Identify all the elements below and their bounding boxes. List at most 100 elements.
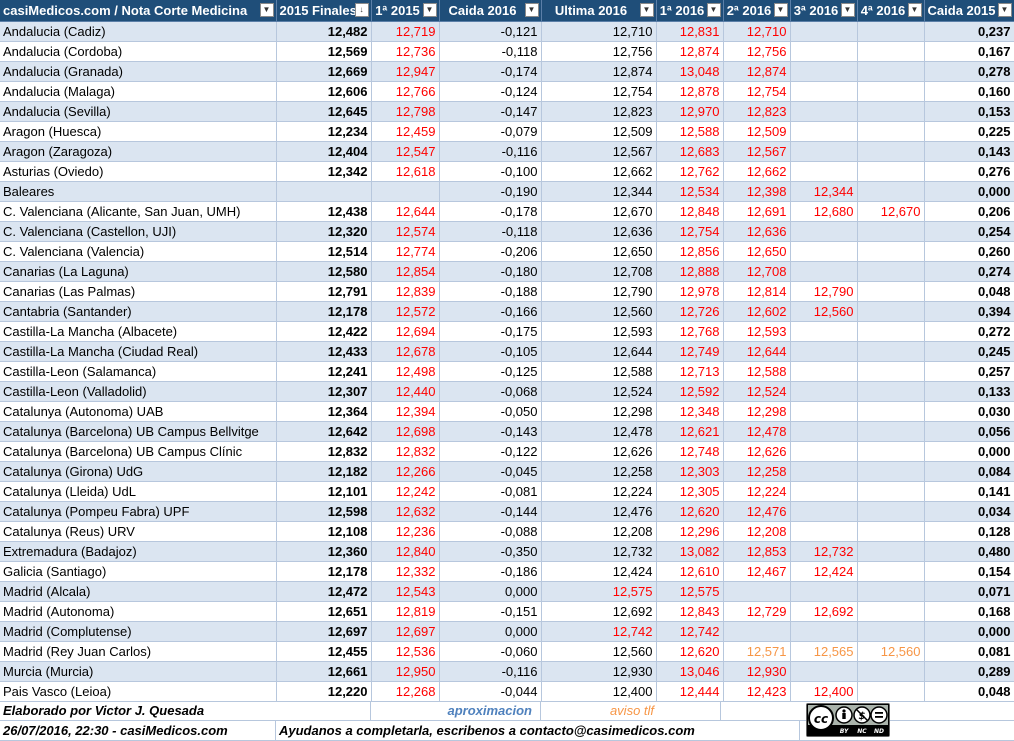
cell-s2016: 12,729 xyxy=(723,601,791,622)
table-row: Castilla-Leon (Valladolid) 12,307 12,440 -0… xyxy=(0,381,1014,402)
cell-caida2015: 0,276 xyxy=(924,161,1014,182)
cell-p2015: 12,268 xyxy=(371,681,440,702)
cell-c2016 xyxy=(857,621,925,642)
filter-dropdown-icon[interactable]: ▼ xyxy=(259,3,274,17)
cell-caida2015: 0,237 xyxy=(924,21,1014,42)
cell-c2016 xyxy=(857,221,925,242)
cell-p2015: 12,618 xyxy=(371,161,440,182)
cell-p2015: 12,697 xyxy=(371,621,440,642)
cell-p2015: 12,543 xyxy=(371,581,440,602)
column-header-label: 2ª 2016 xyxy=(726,2,772,18)
cell-caida2016: -0,124 xyxy=(439,81,542,102)
filter-dropdown-icon[interactable]: ▼ xyxy=(422,3,437,17)
cell-c2016 xyxy=(857,61,925,82)
cell-ultima2016: 12,662 xyxy=(541,161,657,182)
cell-s2016: 12,662 xyxy=(723,161,791,182)
cell-caida2015: 0,153 xyxy=(924,101,1014,122)
university-name-cell: Madrid (Alcala) xyxy=(0,581,277,602)
cell-s2016: 12,478 xyxy=(723,421,791,442)
cell-f2015: 12,178 xyxy=(276,561,372,582)
university-name-cell: Cantabria (Santander) xyxy=(0,301,277,322)
filter-dropdown-icon[interactable]: ▼ xyxy=(524,3,539,17)
university-name-cell: Andalucia (Malaga) xyxy=(0,81,277,102)
cell-f2015: 12,182 xyxy=(276,461,372,482)
cell-caida2016: -0,060 xyxy=(439,641,542,662)
cell-c2016 xyxy=(857,521,925,542)
cell-caida2015: 0,000 xyxy=(924,621,1014,642)
cell-p2016: 12,348 xyxy=(656,401,724,422)
cell-caida2015: 0,394 xyxy=(924,301,1014,322)
cell-p2016: 12,978 xyxy=(656,281,724,302)
cell-s2016: 12,567 xyxy=(723,141,791,162)
cell-c2016 xyxy=(857,461,925,482)
university-name-cell: C. Valenciana (Valencia) xyxy=(0,241,277,262)
filter-dropdown-icon[interactable]: ▼ xyxy=(639,3,654,17)
cell-caida2015: 0,260 xyxy=(924,241,1014,262)
cell-f2015: 12,661 xyxy=(276,661,372,682)
sort-filter-icon[interactable]: ↓ xyxy=(354,3,369,17)
cell-t2016 xyxy=(790,441,858,462)
cell-s2016: 12,258 xyxy=(723,461,791,482)
cell-p2016: 12,878 xyxy=(656,81,724,102)
cell-f2015: 12,651 xyxy=(276,601,372,622)
university-name-cell: Extremadura (Badajoz) xyxy=(0,541,277,562)
cell-ultima2016: 12,710 xyxy=(541,21,657,42)
cell-s2016: 12,853 xyxy=(723,541,791,562)
column-header-9: Caida 2015 ▼ xyxy=(924,0,1014,22)
cell-ultima2016: 12,560 xyxy=(541,301,657,322)
cell-caida2015: 0,133 xyxy=(924,381,1014,402)
cell-s2016: 12,874 xyxy=(723,61,791,82)
cell-p2016: 12,588 xyxy=(656,121,724,142)
cell-ultima2016: 12,670 xyxy=(541,201,657,222)
university-name-cell: Catalunya (Autonoma) UAB xyxy=(0,401,277,422)
university-name-cell: Catalunya (Lleida) UdL xyxy=(0,481,277,502)
filter-dropdown-icon[interactable]: ▼ xyxy=(706,3,721,17)
cell-ultima2016: 12,509 xyxy=(541,121,657,142)
cell-t2016 xyxy=(790,121,858,142)
cell-p2015: 12,678 xyxy=(371,341,440,362)
cell-f2015: 12,241 xyxy=(276,361,372,382)
cell-caida2016: -0,081 xyxy=(439,481,542,502)
cell-p2016: 12,831 xyxy=(656,21,724,42)
cell-c2016 xyxy=(857,21,925,42)
svg-text:$: $ xyxy=(859,711,866,722)
cell-f2015: 12,791 xyxy=(276,281,372,302)
cell-p2016: 12,620 xyxy=(656,641,724,662)
table-body: Andalucia (Cadiz) 12,482 12,719 -0,121 12,71… xyxy=(0,21,1014,702)
cell-t2016 xyxy=(790,461,858,482)
cell-s2016: 12,423 xyxy=(723,681,791,702)
cell-p2015: 12,694 xyxy=(371,321,440,342)
university-name-cell: Castilla-La Mancha (Ciudad Real) xyxy=(0,341,277,362)
cell-ultima2016: 12,930 xyxy=(541,661,657,682)
filter-dropdown-icon[interactable]: ▼ xyxy=(907,3,922,17)
university-name-cell: Catalunya (Reus) URV xyxy=(0,521,277,542)
cell-caida2016: -0,190 xyxy=(439,181,542,202)
column-header-label: 4ª 2016 xyxy=(860,2,906,18)
university-name-cell: Asturias (Oviedo) xyxy=(0,161,277,182)
column-header-2: 1ª 2015 ▼ xyxy=(371,0,440,22)
cell-caida2016: -0,166 xyxy=(439,301,542,322)
cell-c2016 xyxy=(857,381,925,402)
cell-caida2015: 0,278 xyxy=(924,61,1014,82)
cell-t2016 xyxy=(790,161,858,182)
filter-dropdown-icon[interactable]: ▼ xyxy=(997,3,1012,17)
cell-f2015: 12,307 xyxy=(276,381,372,402)
cell-p2016: 12,713 xyxy=(656,361,724,382)
filter-dropdown-icon[interactable]: ▼ xyxy=(840,3,855,17)
cell-caida2015: 0,048 xyxy=(924,281,1014,302)
filter-dropdown-icon[interactable]: ▼ xyxy=(773,3,788,17)
cell-ultima2016: 12,593 xyxy=(541,321,657,342)
cell-p2016: 12,592 xyxy=(656,381,724,402)
cell-p2015: 12,798 xyxy=(371,101,440,122)
cell-s2016: 12,208 xyxy=(723,521,791,542)
university-name-cell: C. Valenciana (Alicante, San Juan, UMH) xyxy=(0,201,277,222)
cell-caida2016: -0,050 xyxy=(439,401,542,422)
cell-c2016 xyxy=(857,181,925,202)
cell-p2016: 12,748 xyxy=(656,441,724,462)
table-row: Castilla-Leon (Salamanca) 12,241 12,498 -0,… xyxy=(0,361,1014,382)
cell-c2016 xyxy=(857,421,925,442)
column-header-0: casiMedicos.com / Nota Corte Medicina ▼ xyxy=(0,0,277,22)
cell-t2016: 12,790 xyxy=(790,281,858,302)
cell-p2015: 12,572 xyxy=(371,301,440,322)
cell-ultima2016: 12,476 xyxy=(541,501,657,522)
